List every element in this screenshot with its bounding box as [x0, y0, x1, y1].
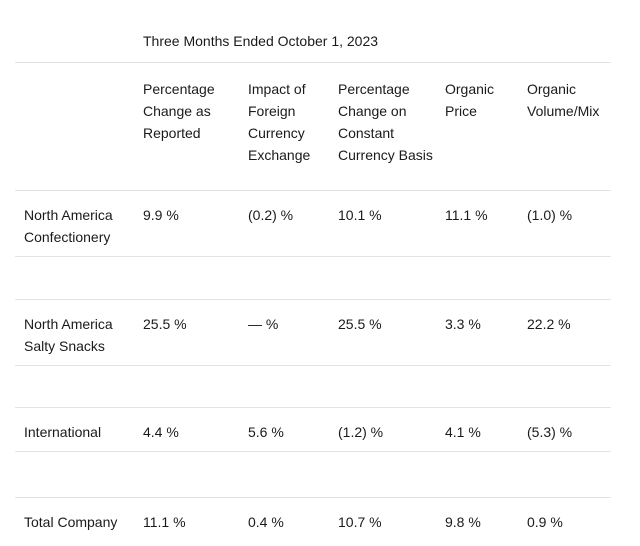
table-cell: 5.6 % [248, 424, 284, 440]
spacer-row [15, 366, 611, 408]
table-cell: 9.8 % [445, 514, 481, 530]
table-cell: 11.1 % [143, 514, 186, 530]
row-label: North America Salty Snacks [24, 316, 113, 354]
table-cell: 3.3 % [445, 316, 481, 332]
column-header-organic-volume-mix: Organic Volume/Mix [527, 81, 600, 119]
spacer-row [15, 452, 611, 498]
table-cell: 4.1 % [445, 424, 481, 440]
column-header-blank [15, 78, 143, 190]
spacer-row [15, 257, 611, 300]
row-label: Total Company [24, 514, 118, 530]
table-cell: (1.0) % [527, 207, 573, 223]
table-cell: 22.2 % [527, 316, 571, 332]
column-header-organic-price: Organic Price [445, 81, 495, 119]
table-row-total-company: Total Company 11.1 % 0.4 % 10.7 % 9.8 % … [15, 498, 611, 546]
table-title: Three Months Ended October 1, 2023 [143, 33, 379, 49]
currency-impact-table: Three Months Ended October 1, 2023 Perce… [15, 0, 611, 546]
table-row-international: International 4.4 % 5.6 % (1.2) % 4.1 % … [15, 408, 611, 452]
table-row-north-america-salty-snacks: North America Salty Snacks 25.5 % — % 25… [15, 300, 611, 366]
table-cell: 10.1 % [338, 207, 382, 223]
table-cell: 25.5 % [143, 316, 187, 332]
row-label: North America Confectionery [24, 207, 113, 245]
row-label: International [24, 424, 102, 440]
table-cell: 4.4 % [143, 424, 179, 440]
table-title-row: Three Months Ended October 1, 2023 [15, 0, 611, 63]
table-cell: — % [248, 316, 279, 332]
table-header-row: Percentage Change as Reported Impact of … [15, 63, 611, 191]
table-cell: 10.7 % [338, 514, 382, 530]
column-header-pct-change-constant-currency: Percentage Change on Constant Currency B… [338, 81, 433, 163]
table-cell: 25.5 % [338, 316, 382, 332]
table-cell: (1.2) % [338, 424, 384, 440]
table-cell: 9.9 % [143, 207, 179, 223]
table-cell: 11.1 % [445, 207, 488, 223]
column-header-fx-impact: Impact of Foreign Currency Exchange [248, 81, 311, 163]
table-cell: (0.2) % [248, 207, 294, 223]
table-cell: 0.9 % [527, 514, 563, 530]
table-row-north-america-confectionery: North America Confectionery 9.9 % (0.2) … [15, 191, 611, 257]
table-cell: (5.3) % [527, 424, 573, 440]
table-cell: 0.4 % [248, 514, 284, 530]
column-header-pct-change-reported: Percentage Change as Reported [143, 81, 215, 141]
